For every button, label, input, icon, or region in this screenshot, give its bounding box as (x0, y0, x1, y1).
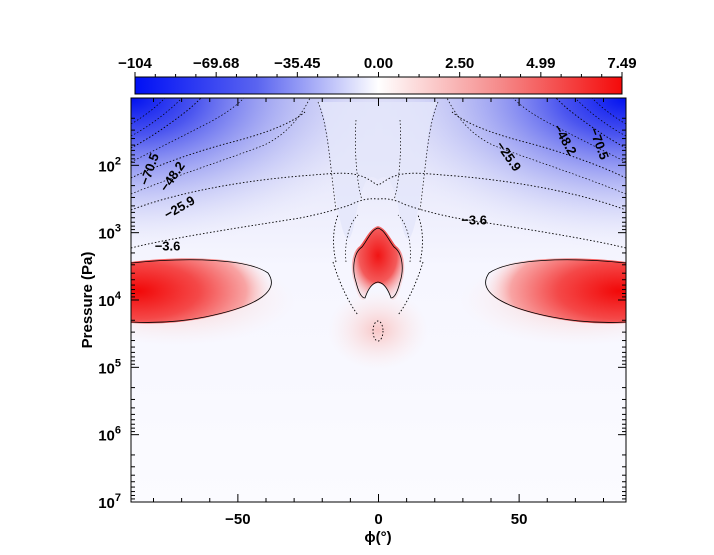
y-tick-label: 102 (98, 155, 121, 175)
positive-region-left (131, 258, 274, 324)
contour-minus-48-2 (131, 111, 626, 179)
positive-region-right (483, 258, 626, 324)
positive-region-center (351, 226, 405, 300)
y-tick-label: 103 (98, 223, 121, 243)
colorbar-tick-label: 7.49 (607, 55, 636, 72)
colorbar-tick-label: −104 (118, 55, 152, 72)
contour-positive-right (485, 259, 626, 323)
contour-center-tongue (317, 101, 439, 263)
y-tick-label: 106 (98, 425, 121, 445)
y-tick-label: 105 (98, 357, 121, 377)
contour-extra-upper (131, 98, 626, 195)
contour-minus-70-5 (131, 98, 626, 149)
colorbar-tick-label: 4.99 (526, 55, 555, 72)
y-axis-label: Pressure (Pa) (79, 252, 96, 349)
x-axis: −50 0 50 (153, 98, 604, 528)
colorbar-gradient (134, 76, 623, 95)
positive-haze-center (328, 290, 428, 370)
y-axis: 102 103 104 105 106 107 (98, 117, 626, 512)
colorbar-ticks: −104 −69.68 −35.45 0.00 2.50 4.99 7.49 (118, 55, 637, 77)
colorbar-tick-label: 0.00 (364, 55, 393, 72)
contour-minus-3-6 (131, 198, 626, 249)
contour-lines (131, 98, 626, 342)
contour-minus-3-6-center (332, 214, 424, 316)
colorbar: −104 −69.68 −35.45 0.00 2.50 4.99 7.49 (118, 55, 637, 95)
contour-minus-25-9 (131, 172, 626, 211)
y-tick-label: 104 (98, 290, 122, 310)
colorbar-tick-label: −69.68 (193, 55, 239, 72)
contour-positive-left (131, 259, 272, 323)
contour-small-center (372, 320, 384, 342)
contour-label: −3.6 (155, 239, 181, 254)
x-tick-label: −50 (225, 511, 250, 528)
x-tick-label: 50 (511, 511, 528, 528)
negative-tongue-center (318, 102, 438, 239)
plot-field (131, 98, 626, 502)
x-tick-label: 0 (374, 511, 382, 528)
contour-positive-center (353, 227, 403, 299)
contour-label: −3.6 (461, 212, 487, 227)
colorbar-tick-label: −35.45 (274, 55, 320, 72)
colorbar-tick-label: 2.50 (445, 55, 474, 72)
y-tick-label: 107 (98, 492, 121, 512)
x-axis-label: ϕ(°) (364, 529, 391, 546)
